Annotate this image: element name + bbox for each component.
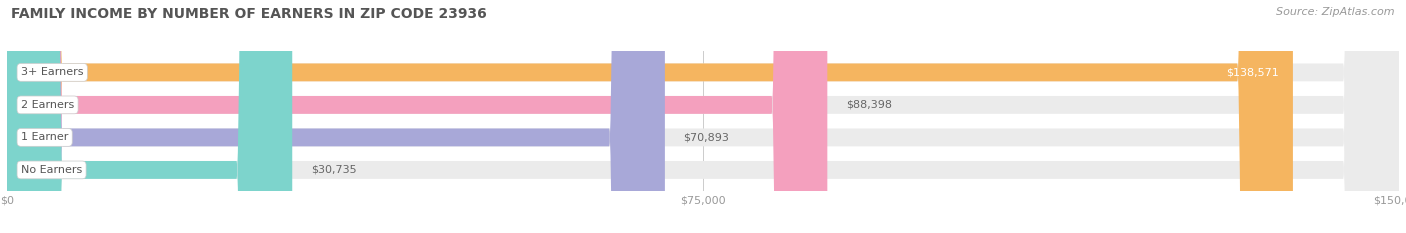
FancyBboxPatch shape — [7, 0, 1399, 233]
FancyBboxPatch shape — [7, 0, 292, 233]
Text: Source: ZipAtlas.com: Source: ZipAtlas.com — [1277, 7, 1395, 17]
Text: FAMILY INCOME BY NUMBER OF EARNERS IN ZIP CODE 23936: FAMILY INCOME BY NUMBER OF EARNERS IN ZI… — [11, 7, 486, 21]
Text: 2 Earners: 2 Earners — [21, 100, 75, 110]
FancyBboxPatch shape — [7, 0, 1399, 233]
FancyBboxPatch shape — [7, 0, 827, 233]
FancyBboxPatch shape — [7, 0, 1294, 233]
FancyBboxPatch shape — [7, 0, 665, 233]
Text: $88,398: $88,398 — [846, 100, 891, 110]
Text: $138,571: $138,571 — [1226, 67, 1279, 77]
FancyBboxPatch shape — [7, 0, 1399, 233]
Text: 3+ Earners: 3+ Earners — [21, 67, 83, 77]
FancyBboxPatch shape — [7, 0, 1399, 233]
Text: No Earners: No Earners — [21, 165, 82, 175]
Text: $30,735: $30,735 — [311, 165, 357, 175]
Text: $70,893: $70,893 — [683, 132, 730, 142]
Text: 1 Earner: 1 Earner — [21, 132, 69, 142]
